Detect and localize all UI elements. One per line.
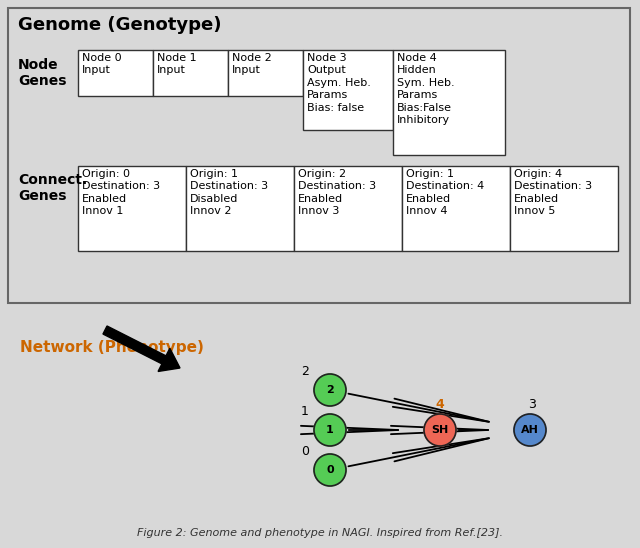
FancyBboxPatch shape [186, 166, 294, 251]
Circle shape [314, 374, 346, 406]
Text: Origin: 2
Destination: 3
Enabled
Innov 3: Origin: 2 Destination: 3 Enabled Innov 3 [298, 169, 376, 216]
FancyBboxPatch shape [510, 166, 618, 251]
Text: 2: 2 [301, 365, 309, 378]
Circle shape [314, 454, 346, 486]
Circle shape [314, 414, 346, 446]
Text: Origin: 0
Destination: 3
Enabled
Innov 1: Origin: 0 Destination: 3 Enabled Innov 1 [82, 169, 160, 216]
Text: Network (Phenotype): Network (Phenotype) [20, 340, 204, 355]
FancyBboxPatch shape [153, 50, 228, 96]
Text: 0: 0 [326, 465, 334, 475]
Text: 1: 1 [301, 405, 309, 418]
FancyBboxPatch shape [303, 50, 393, 130]
Text: 3: 3 [528, 398, 536, 411]
Text: 4: 4 [436, 398, 444, 411]
FancyBboxPatch shape [8, 8, 630, 303]
FancyBboxPatch shape [228, 50, 303, 96]
Text: Figure 2: Genome and phenotype in NAGI. Inspired from Ref.[23].: Figure 2: Genome and phenotype in NAGI. … [137, 528, 503, 538]
Text: Genome (Genotype): Genome (Genotype) [18, 16, 221, 34]
Circle shape [424, 414, 456, 446]
Text: Node 4
Hidden
Sym. Heb.
Params
Bias:False
Inhibitory: Node 4 Hidden Sym. Heb. Params Bias:Fals… [397, 53, 454, 125]
Text: Origin: 1
Destination: 4
Enabled
Innov 4: Origin: 1 Destination: 4 Enabled Innov 4 [406, 169, 484, 216]
Text: SH: SH [431, 425, 449, 435]
FancyBboxPatch shape [294, 166, 402, 251]
FancyBboxPatch shape [78, 50, 153, 96]
Text: Node 3
Output
Asym. Heb.
Params
Bias: false: Node 3 Output Asym. Heb. Params Bias: fa… [307, 53, 371, 112]
Text: Connect.
Genes: Connect. Genes [18, 173, 87, 203]
Text: 1: 1 [326, 425, 334, 435]
FancyArrow shape [103, 326, 180, 372]
Text: Node 0
Input: Node 0 Input [82, 53, 122, 76]
Circle shape [514, 414, 546, 446]
Text: Node
Genes: Node Genes [18, 58, 67, 88]
FancyBboxPatch shape [402, 166, 510, 251]
FancyBboxPatch shape [393, 50, 505, 155]
FancyBboxPatch shape [78, 166, 186, 251]
Text: AH: AH [521, 425, 539, 435]
Text: 2: 2 [326, 385, 334, 395]
Text: Node 1
Input: Node 1 Input [157, 53, 196, 76]
Text: 0: 0 [301, 445, 309, 458]
Text: Node 2
Input: Node 2 Input [232, 53, 272, 76]
Text: Origin: 1
Destination: 3
Disabled
Innov 2: Origin: 1 Destination: 3 Disabled Innov … [190, 169, 268, 216]
Text: Origin: 4
Destination: 3
Enabled
Innov 5: Origin: 4 Destination: 3 Enabled Innov 5 [514, 169, 592, 216]
